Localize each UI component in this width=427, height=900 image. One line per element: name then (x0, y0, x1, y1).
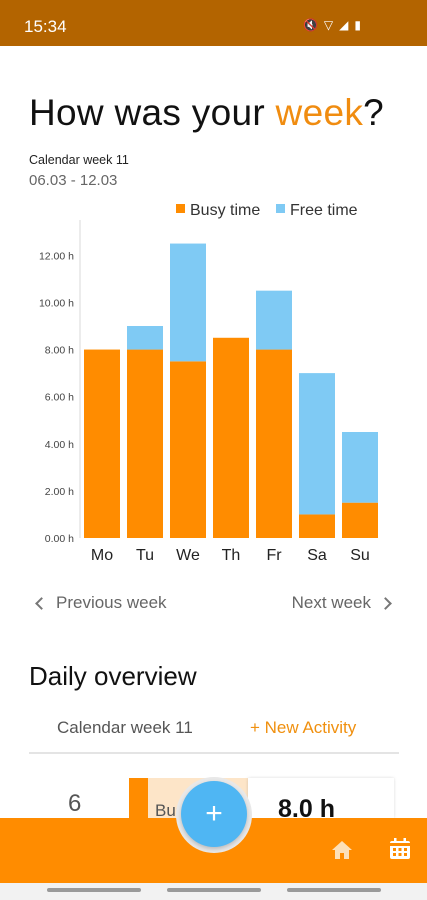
plus-icon: + (205, 797, 223, 830)
chevron-right-icon (379, 596, 392, 610)
page-title: How was your week? (29, 92, 384, 134)
battery-icon: ▮ (354, 18, 361, 32)
previous-week-button[interactable]: Previous week (35, 593, 167, 613)
x-axis: Mo Tu We Th Fr Sa Su (91, 547, 370, 564)
daily-overview-title: Daily overview (29, 661, 197, 691)
bar-su-free (342, 432, 378, 503)
status-bar: 15:34 🔇 ▽ ◢ ▮ (0, 0, 427, 46)
bar-su-busy (342, 502, 378, 538)
y-tick-label: 2.00 h (45, 486, 74, 498)
gesture-home[interactable] (167, 888, 261, 892)
chart-legend: Busy time Free time (176, 202, 358, 219)
bar-fr-busy (256, 349, 292, 538)
x-tick-label: Sa (307, 547, 327, 564)
legend-swatch-1 (276, 204, 285, 213)
title-prefix: How was your (29, 92, 276, 133)
previous-week-label: Previous week (56, 593, 167, 612)
tab-calendar-week[interactable]: Calendar week 11 (57, 718, 193, 737)
y-tick-label: 10.00 h (39, 297, 74, 309)
y-tick-label: 0.00 h (45, 533, 74, 545)
x-tick-label: Fr (266, 547, 282, 564)
y-tick-label: 8.00 h (45, 345, 74, 357)
x-tick-label: Tu (136, 547, 154, 564)
week-label: Calendar week 11 (29, 153, 129, 167)
calendar-icon[interactable] (389, 838, 411, 860)
week-range: 06.03 - 12.03 (29, 172, 118, 189)
bar-th-busy (213, 337, 249, 538)
signal-icon: ◢ (339, 18, 349, 32)
x-tick-label: Su (350, 547, 370, 564)
busy-indicator (129, 778, 148, 818)
hours-card[interactable] (248, 778, 394, 818)
next-week-button[interactable]: Next week (291, 593, 392, 613)
wifi-icon: ▽ (323, 18, 334, 32)
gesture-back[interactable] (287, 888, 381, 892)
weekly-chart: Busy time Free time 0.00 h 2.00 h 4.00 h 6.0… (39, 202, 378, 564)
status-time: 15:34 (24, 17, 67, 36)
chevron-left-icon (35, 596, 48, 610)
add-activity-fab[interactable]: + (181, 781, 247, 847)
bar-we-free (170, 243, 206, 362)
mute-icon: 🔇 (302, 18, 318, 32)
home-icon[interactable] (331, 840, 353, 860)
y-tick-label: 12.00 h (39, 250, 74, 262)
y-tick-label: 6.00 h (45, 392, 74, 404)
day-number: 6 (68, 790, 82, 817)
x-tick-label: We (176, 547, 200, 564)
bar-tu-free (127, 326, 163, 350)
x-tick-label: Th (222, 547, 241, 564)
chart-bars (84, 243, 378, 538)
gesture-recents[interactable] (47, 888, 141, 892)
title-suffix: ? (363, 92, 385, 133)
tab-divider (29, 752, 399, 754)
x-tick-label: Mo (91, 547, 113, 564)
next-week-label: Next week (291, 593, 371, 612)
legend-label-0: Busy time (190, 202, 260, 219)
bar-sa-busy (299, 514, 335, 538)
y-tick-label: 4.00 h (45, 439, 74, 451)
y-axis: 0.00 h 2.00 h 4.00 h 6.00 h 8.00 h 10.00 h 12.… (39, 220, 81, 545)
bar-sa-free (299, 373, 335, 515)
bar-fr-free (256, 290, 292, 350)
legend-label-1: Free time (290, 202, 358, 219)
new-activity-button[interactable]: + New Activity (250, 718, 357, 737)
legend-swatch-0 (176, 204, 185, 213)
title-accent: week (275, 92, 364, 133)
bar-mo-busy (84, 349, 120, 538)
status-icons: 🔇 ▽ ◢ ▮ (303, 19, 361, 31)
bar-we-busy (170, 361, 206, 538)
bar-tu-busy (127, 349, 163, 538)
